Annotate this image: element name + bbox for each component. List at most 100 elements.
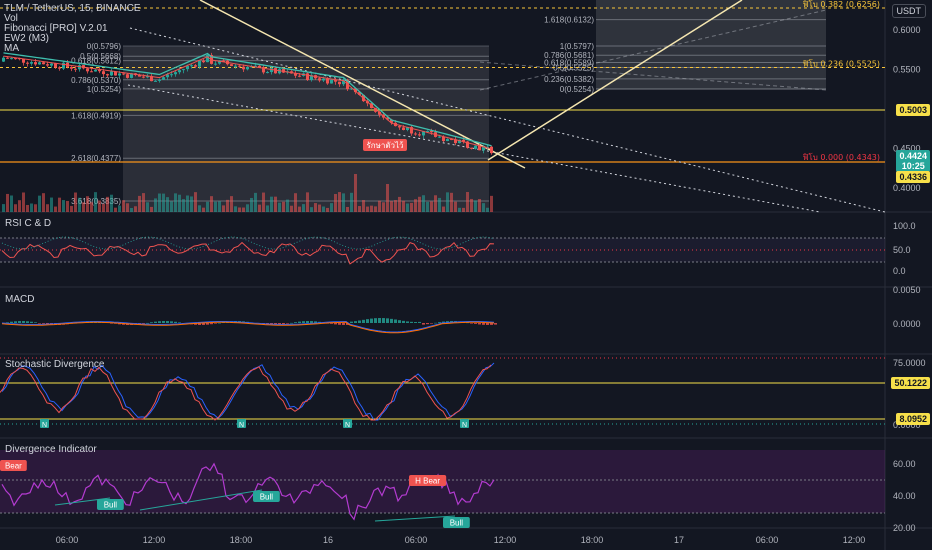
candle-body xyxy=(130,73,133,78)
stoch-n-marker[interactable] xyxy=(460,419,469,428)
macd-histogram-bar xyxy=(406,321,409,323)
legend-ew[interactable]: EW2 (M3) xyxy=(4,33,49,44)
candle-body xyxy=(158,79,161,81)
annotation-box[interactable] xyxy=(363,139,407,151)
volume-bar xyxy=(150,206,153,212)
legend-vol[interactable]: Vol xyxy=(4,13,18,24)
candle-body xyxy=(330,79,333,84)
volume-bar xyxy=(422,195,425,212)
volume-bar xyxy=(270,196,273,212)
macd-title[interactable]: MACD xyxy=(5,294,35,305)
legend-ma[interactable]: MA xyxy=(4,43,19,54)
macd-histogram-bar xyxy=(286,323,289,324)
macd-histogram-bar xyxy=(10,321,13,323)
candle-body xyxy=(58,67,61,69)
candle-body xyxy=(358,92,361,95)
bull-label[interactable] xyxy=(443,517,470,528)
candle-body xyxy=(442,136,445,142)
rsi-tick: 50.0 xyxy=(893,245,911,255)
volume-bar xyxy=(466,192,469,212)
volume-bar xyxy=(474,200,477,212)
volume-bar xyxy=(230,196,233,212)
candle-body xyxy=(374,108,377,112)
rsi-line-2 xyxy=(1,236,495,250)
candle-body xyxy=(218,60,221,64)
volume-bar xyxy=(210,196,213,212)
volume-bar xyxy=(66,200,69,212)
volume-bar xyxy=(194,192,197,212)
volume-bar xyxy=(234,206,237,212)
volume-bar xyxy=(430,201,433,212)
candle-body xyxy=(390,119,393,123)
rsi-band xyxy=(0,238,885,262)
candle-body xyxy=(150,76,153,82)
time-tick: 06:00 xyxy=(756,535,779,545)
candle-body xyxy=(182,69,185,71)
stoch-title[interactable]: Stochastic Divergence xyxy=(5,359,105,370)
macd-histogram-bar xyxy=(394,319,397,323)
fib-left-label: 0.618(0.5612) xyxy=(71,57,121,66)
divergence-title[interactable]: Divergence Indicator xyxy=(5,444,97,455)
candle-body xyxy=(274,68,277,74)
legend-indicator[interactable]: Fibonacci [PRO] V.2.01 xyxy=(4,23,108,34)
volume-bar xyxy=(2,204,5,212)
candle-body xyxy=(190,65,193,67)
candle-body xyxy=(70,66,73,69)
volume-bar xyxy=(198,205,201,212)
macd-histogram-bar xyxy=(202,323,205,325)
fib-right-label: 1(0.5797) xyxy=(560,42,595,51)
macd-histogram-bar xyxy=(30,321,33,323)
volume-bar xyxy=(142,193,145,212)
volume-bar xyxy=(250,197,253,212)
volume-bar xyxy=(258,204,261,212)
volume-bar xyxy=(50,197,53,212)
stoch-n-marker[interactable] xyxy=(343,419,352,428)
volume-bar xyxy=(42,193,45,212)
candle-body xyxy=(466,141,469,148)
macd-histogram-bar xyxy=(302,321,305,323)
time-tick: 12:00 xyxy=(494,535,517,545)
macd-histogram-bar xyxy=(486,323,489,325)
stoch-n-marker[interactable] xyxy=(40,419,49,428)
hbear-label[interactable] xyxy=(409,475,447,486)
volume-bar xyxy=(166,197,169,212)
candle-body xyxy=(54,63,57,68)
macd-histogram-bar xyxy=(330,323,333,324)
volume-bar xyxy=(186,195,189,212)
time-tick: 18:00 xyxy=(581,535,604,545)
stoch-n-marker[interactable] xyxy=(237,419,246,428)
candle-body xyxy=(414,133,417,135)
currency-badge[interactable]: USDT xyxy=(891,4,926,18)
volume-bar xyxy=(162,193,165,212)
stoch-tick: 75.0000 xyxy=(893,358,926,368)
macd-histogram-bar xyxy=(314,321,317,323)
candle-body xyxy=(334,79,337,82)
macd-histogram-bar xyxy=(398,320,401,323)
volume-bar xyxy=(254,192,257,212)
rsi-title[interactable]: RSI C & D xyxy=(5,218,52,229)
bear-label[interactable] xyxy=(0,460,27,471)
bull-label[interactable] xyxy=(253,491,280,502)
symbol-title[interactable]: TLM / TetherUS, 15, BINANCE xyxy=(4,3,141,14)
volume-bar xyxy=(362,200,365,212)
volume-bar xyxy=(238,207,241,212)
stoch-tick: 0.0000 xyxy=(893,420,921,430)
volume-bar xyxy=(374,206,377,212)
chart-legend: TLM / TetherUS, 15, BINANCE Vol Fibonacc… xyxy=(4,4,141,54)
price-tick: 0.5500 xyxy=(893,65,921,75)
candle-body xyxy=(30,62,33,64)
macd-histogram-bar xyxy=(390,318,393,323)
volume-bar xyxy=(458,207,461,212)
time-tick: 12:00 xyxy=(843,535,866,545)
fib-right-label: 0.5(0.5525) xyxy=(553,64,594,73)
candle-body xyxy=(78,65,81,70)
price-pane[interactable] xyxy=(0,0,885,212)
candle-body xyxy=(174,72,177,75)
volume-bar xyxy=(202,207,205,212)
volume-bar xyxy=(330,203,333,212)
volume-bar xyxy=(434,195,437,212)
divergence-tick: 60.00 xyxy=(893,459,916,469)
macd-histogram-bar xyxy=(162,321,165,323)
bull-label[interactable] xyxy=(97,499,124,510)
